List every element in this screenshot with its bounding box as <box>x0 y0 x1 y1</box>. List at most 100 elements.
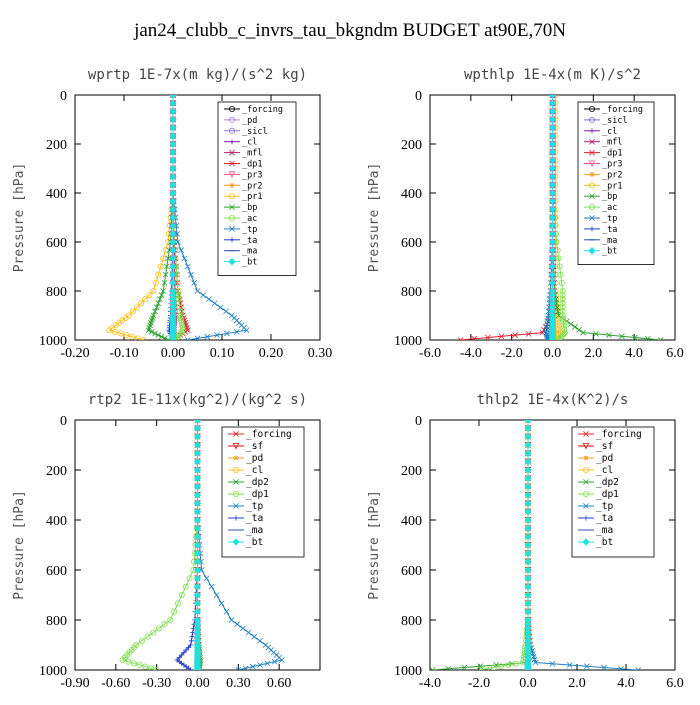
y-tick-label: 1000 <box>394 664 422 679</box>
data-point <box>218 600 225 607</box>
x-tick-label: 0.0 <box>519 676 537 691</box>
data-point <box>601 664 607 670</box>
legend-marker <box>229 182 235 188</box>
legend-label: _mfl <box>602 138 622 148</box>
data-point <box>556 335 563 340</box>
data-point <box>524 466 532 474</box>
data-point <box>175 239 181 245</box>
legend-label: _ma <box>242 247 257 257</box>
legend-label: _pr3 <box>242 170 262 180</box>
data-point <box>524 524 532 532</box>
x-tick-label: 0.10 <box>210 346 235 361</box>
legend-marker <box>228 171 236 178</box>
y-tick-label: 800 <box>46 614 67 629</box>
data-point <box>174 600 181 607</box>
legend-marker <box>228 193 235 200</box>
data-point <box>251 633 258 640</box>
legend-label: _bt <box>242 258 257 268</box>
data-point <box>524 558 532 566</box>
data-point <box>129 333 136 340</box>
legend-label: _ta <box>596 513 613 524</box>
data-point <box>556 263 563 270</box>
data-point <box>144 633 151 640</box>
legend-marker <box>583 503 589 509</box>
data-point <box>184 263 191 270</box>
y-axis-label: Pressure [hPa] <box>367 163 382 273</box>
data-point <box>169 279 177 287</box>
data-point <box>169 222 177 230</box>
data-point <box>193 499 202 507</box>
data-point <box>559 308 566 315</box>
y-tick-label: 400 <box>401 514 422 529</box>
legend-label: _ta <box>246 513 263 524</box>
series-group <box>457 95 664 340</box>
data-point <box>200 292 207 298</box>
x-tick-label: 4.0 <box>617 676 635 691</box>
y-axis-label: Pressure [hPa] <box>12 163 27 273</box>
data-point <box>548 156 557 164</box>
data-point <box>512 660 519 667</box>
data-point <box>548 279 557 287</box>
data-point <box>583 663 590 670</box>
data-point <box>548 238 557 246</box>
data-point <box>593 330 599 337</box>
x-tick-label: -0.90 <box>60 676 89 691</box>
data-point <box>169 124 177 132</box>
data-point <box>498 333 505 340</box>
data-point <box>146 292 153 299</box>
data-point <box>169 238 177 246</box>
legend: _forcing_sf_pd_cl_dp2_dp1_tp_ta_ma_bt <box>571 426 655 558</box>
data-point <box>505 662 512 669</box>
data-point <box>257 662 263 668</box>
data-point <box>148 328 155 335</box>
legend-label: _pd <box>596 453 613 464</box>
y-tick-label: 200 <box>46 138 67 153</box>
y-tick-label: 800 <box>401 614 422 629</box>
legend-marker <box>583 431 589 437</box>
legend-marker <box>589 171 595 177</box>
data-point <box>524 541 532 549</box>
data-point <box>181 255 188 262</box>
x-tick-label: -0.20 <box>60 346 89 361</box>
series-group <box>430 420 642 670</box>
data-point <box>193 449 202 457</box>
data-point <box>657 337 664 340</box>
series-group <box>106 95 250 340</box>
data-point <box>161 335 168 340</box>
data-point <box>153 304 160 311</box>
data-point <box>524 516 532 524</box>
y-tick-label: 600 <box>46 236 67 251</box>
legend-label: _dp2 <box>596 477 619 488</box>
plot-frame <box>429 419 676 671</box>
data-point <box>162 247 169 254</box>
legend-marker <box>228 257 236 266</box>
legend-marker <box>229 237 235 243</box>
data-point <box>245 629 252 636</box>
legend-label: _bt <box>602 247 617 257</box>
data-point <box>193 458 202 466</box>
x-tick-label: 2.0 <box>568 676 586 691</box>
data-point <box>169 230 177 238</box>
legend-marker <box>233 503 239 509</box>
legend-label: _tp <box>246 501 263 512</box>
y-tick-label: 0 <box>415 414 422 429</box>
data-point <box>147 665 154 670</box>
data-point <box>193 491 202 499</box>
legend-label: _dp1 <box>246 489 269 500</box>
series-line-pr1 <box>108 95 174 340</box>
data-point <box>193 466 202 474</box>
data-point <box>471 335 478 340</box>
series-line-dp2 <box>432 420 529 670</box>
data-point <box>169 107 177 115</box>
data-point <box>548 222 557 230</box>
data-point <box>193 483 202 491</box>
data-point <box>279 657 285 663</box>
legend-marker <box>583 515 589 521</box>
data-point <box>193 574 202 582</box>
data-point <box>559 304 566 311</box>
data-point <box>193 591 202 599</box>
data-point <box>524 608 532 616</box>
legend-label: _cl <box>596 465 613 476</box>
data-point <box>548 254 557 262</box>
